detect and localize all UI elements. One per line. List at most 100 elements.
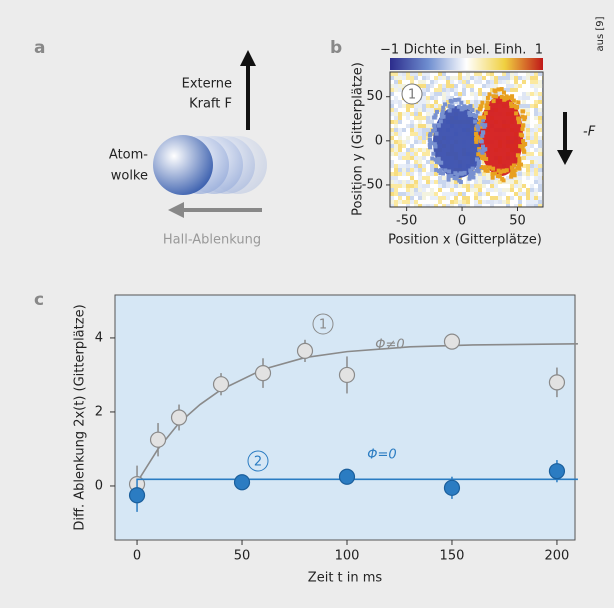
noise-pixel (538, 188, 542, 192)
noise-pixel (450, 176, 454, 180)
noise-pixel (418, 196, 422, 200)
noise-pixel (418, 168, 422, 172)
noise-pixel (402, 132, 406, 136)
noise-pixel (398, 204, 402, 207)
edge-pixel (475, 157, 480, 162)
noise-pixel (438, 88, 442, 92)
noise-pixel (398, 136, 402, 140)
noise-pixel (538, 144, 542, 148)
noise-pixel (394, 116, 398, 120)
noise-pixel (462, 188, 466, 192)
noise-pixel (414, 192, 418, 196)
noise-pixel (534, 148, 538, 152)
noise-pixel (490, 204, 494, 207)
noise-pixel (410, 188, 414, 192)
noise-pixel (526, 172, 530, 176)
noise-pixel (502, 84, 506, 88)
edge-pixel (517, 156, 522, 161)
noise-pixel (406, 152, 410, 156)
noise-pixel (450, 192, 454, 196)
noise-pixel (510, 188, 514, 192)
noise-pixel (446, 200, 450, 204)
noise-pixel (470, 96, 474, 100)
noise-pixel (454, 88, 458, 92)
noise-pixel (506, 192, 510, 196)
noise-pixel (406, 156, 410, 160)
noise-pixel (530, 200, 534, 204)
noise-pixel (530, 176, 534, 180)
noise-pixel (390, 156, 394, 160)
noise-pixel (394, 108, 398, 112)
noise-pixel (402, 72, 406, 76)
noise-pixel (402, 124, 406, 128)
noise-pixel (530, 188, 534, 192)
noise-pixel (414, 72, 418, 76)
noise-pixel (402, 168, 406, 172)
noise-pixel (510, 192, 514, 196)
noise-pixel (414, 180, 418, 184)
noise-pixel (538, 136, 542, 140)
noise-pixel (414, 124, 418, 128)
noise-pixel (422, 168, 426, 172)
noise-pixel (506, 204, 510, 207)
noise-pixel (466, 100, 470, 104)
panel-label: c (34, 290, 44, 310)
noise-pixel (478, 100, 482, 104)
noise-pixel (518, 176, 522, 180)
noise-pixel (494, 76, 498, 80)
noise-pixel (454, 100, 458, 104)
noise-pixel (430, 88, 434, 92)
noise-pixel (406, 144, 410, 148)
noise-pixel (530, 80, 534, 84)
edge-pixel (493, 89, 498, 94)
noise-pixel (394, 196, 398, 200)
panel-b: b 1 -F −1 Dichte in bel. Einh. 1 -50 0 50 50 0 -5… (330, 38, 596, 248)
noise-pixel (534, 104, 538, 108)
noise-pixel (414, 128, 418, 132)
noise-pixel (426, 136, 430, 140)
noise-pixel (414, 76, 418, 80)
noise-pixel (402, 164, 406, 168)
noise-pixel (466, 196, 470, 200)
noise-pixel (514, 196, 518, 200)
noise-pixel (406, 180, 410, 184)
x-axis-label: Position x (Gitterplätze) (388, 233, 542, 248)
noise-pixel (430, 136, 434, 140)
noise-pixel (474, 176, 478, 180)
noise-pixel (418, 80, 422, 84)
noise-pixel (490, 192, 494, 196)
noise-pixel (422, 100, 426, 104)
noise-pixel (538, 184, 542, 188)
noise-pixel (410, 200, 414, 204)
noise-pixel (442, 84, 446, 88)
noise-pixel (530, 136, 534, 140)
noise-pixel (402, 152, 406, 156)
noise-pixel (410, 124, 414, 128)
noise-pixel (498, 76, 502, 80)
noise-pixel (394, 140, 398, 144)
noise-pixel (414, 144, 418, 148)
noise-pixel (538, 128, 542, 132)
edge-pixel (476, 127, 481, 132)
noise-pixel (514, 204, 518, 207)
noise-pixel (522, 92, 526, 96)
noise-pixel (414, 136, 418, 140)
noise-pixel (402, 160, 406, 164)
noise-pixel (430, 84, 434, 88)
edge-pixel (521, 123, 526, 128)
noise-pixel (446, 188, 450, 192)
noise-pixel (390, 184, 394, 188)
panel-a: a Externe Kraft F Atom- wolke Hall-Ablen… (34, 38, 267, 248)
noise-pixel (410, 164, 414, 168)
noise-pixel (414, 168, 418, 172)
noise-pixel (454, 104, 458, 108)
noise-pixel (410, 116, 414, 120)
noise-pixel (398, 168, 402, 172)
noise-pixel (414, 108, 418, 112)
edge-pixel (476, 160, 481, 165)
edge-pixel (480, 156, 485, 161)
noise-pixel (434, 84, 438, 88)
noise-pixel (422, 88, 426, 92)
noise-pixel (506, 200, 510, 204)
force-label: Kraft F (189, 97, 232, 112)
